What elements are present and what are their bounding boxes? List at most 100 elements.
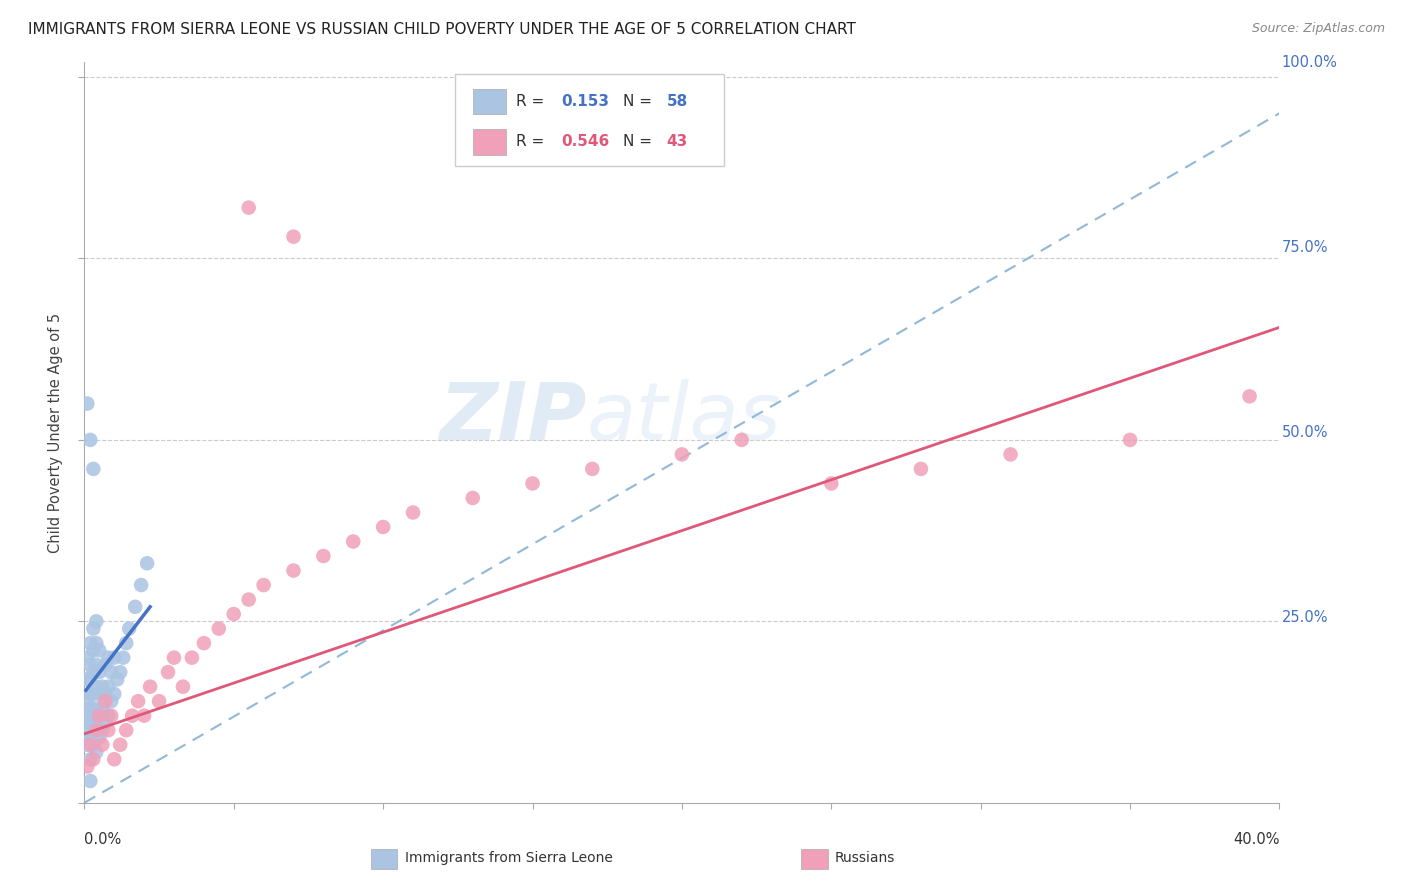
Point [127, 694, 149, 708]
Point [76, 673, 98, 687]
Point [238, 592, 260, 607]
Point [76, 650, 98, 665]
Point [139, 680, 162, 694]
Point [373, 520, 395, 534]
Text: 40.0%: 40.0% [1233, 832, 1279, 847]
Point [91, 723, 114, 738]
Point [105, 673, 128, 687]
Point [79, 701, 101, 715]
Point [110, 738, 132, 752]
Point [86, 701, 108, 715]
Point [115, 636, 138, 650]
Point [238, 201, 260, 215]
Point [89, 643, 111, 657]
Point [115, 723, 138, 738]
Text: Source: ZipAtlas.com: Source: ZipAtlas.com [1251, 22, 1385, 36]
Point [208, 622, 231, 636]
Point [1239, 389, 1261, 403]
Point [82, 687, 104, 701]
Point [157, 665, 180, 680]
Point [79, 673, 101, 687]
Point [283, 564, 305, 578]
Text: IMMIGRANTS FROM SIERRA LEONE VS RUSSIAN CHILD POVERTY UNDER THE AGE OF 5 CORRELA: IMMIGRANTS FROM SIERRA LEONE VS RUSSIAN … [28, 22, 856, 37]
Point [76, 694, 98, 708]
Point [253, 578, 276, 592]
Point [1000, 447, 1022, 461]
Point [581, 462, 603, 476]
Point [522, 476, 544, 491]
Text: 43: 43 [666, 135, 688, 150]
Point [79, 774, 101, 789]
Point [121, 708, 143, 723]
Point [79, 752, 101, 766]
Point [1119, 433, 1142, 447]
Point [163, 650, 186, 665]
Point [79, 687, 101, 701]
Point [89, 665, 111, 680]
Point [97, 680, 120, 694]
Point [731, 433, 754, 447]
Text: ZIP: ZIP [439, 379, 586, 457]
Text: 0.546: 0.546 [561, 135, 609, 150]
Point [86, 723, 108, 738]
Point [82, 462, 104, 476]
Text: R =: R = [516, 94, 548, 109]
Point [181, 650, 204, 665]
Point [82, 622, 104, 636]
Point [86, 657, 108, 672]
Point [82, 708, 104, 723]
Point [82, 738, 104, 752]
Point [103, 752, 125, 766]
Text: atlas: atlas [586, 379, 782, 457]
Point [97, 708, 120, 723]
Text: 0.153: 0.153 [561, 94, 609, 109]
Text: Russians: Russians [835, 851, 896, 865]
Point [820, 476, 842, 491]
Text: N =: N = [623, 135, 657, 150]
Point [910, 462, 932, 476]
Text: 75.0%: 75.0% [1282, 240, 1329, 255]
FancyBboxPatch shape [801, 848, 828, 870]
Text: Immigrants from Sierra Leone: Immigrants from Sierra Leone [405, 851, 613, 865]
Point [86, 745, 108, 759]
Point [91, 680, 114, 694]
Point [76, 738, 98, 752]
Point [86, 723, 108, 738]
Point [89, 708, 111, 723]
Point [100, 708, 122, 723]
Point [172, 680, 194, 694]
Point [94, 694, 117, 708]
Point [86, 615, 108, 629]
Point [79, 636, 101, 650]
Point [91, 738, 114, 752]
Text: R =: R = [516, 135, 548, 150]
Point [79, 738, 101, 752]
Point [100, 694, 122, 708]
Point [124, 599, 146, 614]
Point [118, 622, 141, 636]
Point [129, 578, 152, 592]
Point [76, 708, 98, 723]
Point [82, 665, 104, 680]
Point [136, 556, 159, 570]
Point [79, 715, 101, 730]
Point [671, 447, 693, 461]
FancyBboxPatch shape [371, 848, 398, 870]
Point [76, 759, 98, 773]
Point [100, 665, 122, 680]
Text: 100.0%: 100.0% [1282, 55, 1337, 70]
Point [76, 396, 98, 410]
Point [94, 715, 117, 730]
Point [86, 680, 108, 694]
Point [82, 723, 104, 738]
Point [94, 687, 117, 701]
Y-axis label: Child Poverty Under the Age of 5: Child Poverty Under the Age of 5 [48, 312, 63, 553]
Point [97, 650, 120, 665]
Point [342, 534, 364, 549]
Point [82, 752, 104, 766]
Point [148, 694, 170, 708]
Point [461, 491, 484, 505]
Point [79, 433, 101, 447]
Text: 0.0%: 0.0% [84, 832, 121, 847]
FancyBboxPatch shape [472, 129, 506, 154]
